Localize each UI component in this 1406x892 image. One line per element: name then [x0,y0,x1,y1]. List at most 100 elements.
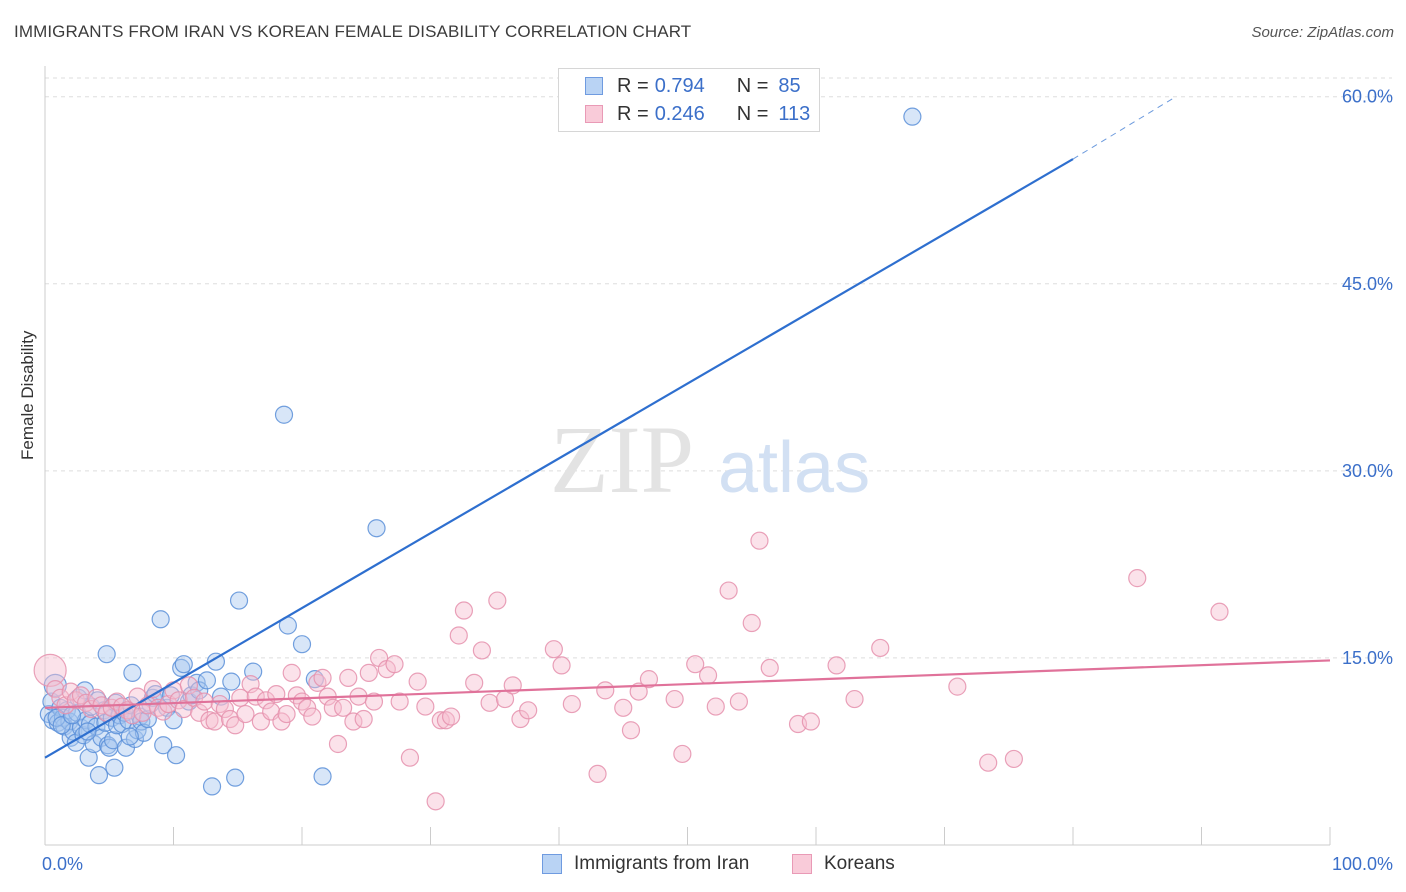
korean-point [210,694,229,714]
bottom-legend-iran: Immigrants from Iran [542,852,749,876]
korean-point [719,581,738,600]
korean-point [205,712,224,731]
korean-point [750,531,769,550]
iran-point [222,672,241,691]
source-credit: Source: ZipAtlas.com [1251,24,1394,41]
korean-point [729,692,749,711]
legend-swatch-korean [585,105,603,123]
korean-point [552,656,571,675]
korean-point [614,698,633,717]
korean-point [948,677,967,696]
korean-point [673,744,692,764]
korean-point [472,641,491,660]
y-tick-label: 30.0% [1342,461,1393,481]
trend-layer [44,96,1331,759]
korean-point [364,692,384,711]
stats-legend: R = 0.794 N = 85 R = 0.246 N = 113 [558,68,820,132]
iran-point [274,405,294,424]
korean-point [871,638,890,658]
legend-swatch-iran [585,77,603,95]
legend-r-value: 0.794 [654,74,705,97]
iran-point [154,736,173,755]
korean-point [639,670,659,689]
korean-point [416,697,435,716]
korean-point [588,764,607,784]
iran-point [197,671,217,690]
x-tick-label: 0.0% [42,854,83,874]
legend-row-iran: R = 0.794 N = 85 [585,73,801,99]
korean-point [431,711,450,730]
korean-trend-line [44,659,1331,709]
iran-point [206,652,226,671]
korean-point [46,680,65,699]
korean-point [698,666,718,685]
iran-point [134,723,154,742]
x-tick-label: 100.0% [1332,854,1393,874]
korean-point [231,688,250,707]
korean-point [686,655,705,674]
korean-point [313,668,332,687]
iran-point [105,758,124,777]
korean-point [1128,569,1147,588]
iran-point [151,610,170,629]
legend-r-value: 0.246 [654,102,705,125]
korean-point [1210,602,1229,621]
iran-point [226,768,245,787]
watermark-zip: ZIP [550,406,694,513]
korean-point [226,716,245,735]
legend-n-value: 113 [778,102,811,125]
korean-point [323,698,342,717]
chart-title: IMMIGRANTS FROM IRAN VS KOREAN FEMALE DI… [14,22,692,41]
korean-point [801,712,820,731]
bottom-legend-label-korean: Koreans [824,853,895,874]
y-tick-label: 45.0% [1342,274,1393,294]
iran-point [89,766,109,785]
korean-point [61,682,80,701]
legend-n-value: 85 [778,74,801,97]
korean-point [562,694,581,714]
bottom-legend-swatch-korean [792,854,812,874]
iran-point [79,748,98,767]
korean-point [1004,749,1023,769]
iran-point [120,727,139,746]
legend-row-korean: R = 0.246 N = 113 [585,101,810,127]
watermark: ZIP atlas [550,406,870,513]
korean-point [190,703,209,722]
korean-point [596,681,615,700]
tick-labels-layer: 15.0% 30.0% 45.0% 60.0% 0.0% 100.0% [42,87,1393,874]
watermark-atlas: atlas [718,428,870,508]
korean-point [979,753,998,772]
korean-point [169,691,188,710]
bottom-legend-swatch-iran [542,854,562,874]
korean-point [706,697,725,716]
legend-r-label: R = [617,102,649,125]
korean-point [519,701,538,720]
iran-point [97,645,116,664]
korean-point [282,663,301,682]
korean-point [760,658,779,678]
korean-point [408,672,427,691]
korean-point [277,704,296,724]
korean-point [236,704,255,724]
korean-point [298,698,317,717]
korean-point [33,653,67,687]
korean-point [845,689,864,709]
y-axis-label: Female Disability [18,330,37,460]
korean-point [449,626,468,645]
korean-point [174,699,193,719]
bottom-legend-korean: Koreans [792,852,895,876]
korean-point [354,709,373,729]
korean-point [400,748,420,767]
korean-point [827,656,846,675]
legend-n-label: N = [736,102,769,125]
iran-trend-extension [1072,96,1177,160]
korean-point [441,707,461,726]
iran-trend-line [44,158,1074,759]
y-tick-label: 60.0% [1342,87,1393,107]
korean-point [465,673,484,692]
korean-point [742,613,761,633]
korean-point [308,673,327,692]
korean-point [665,689,684,709]
korean-point [334,698,353,717]
iran-point [367,519,386,538]
